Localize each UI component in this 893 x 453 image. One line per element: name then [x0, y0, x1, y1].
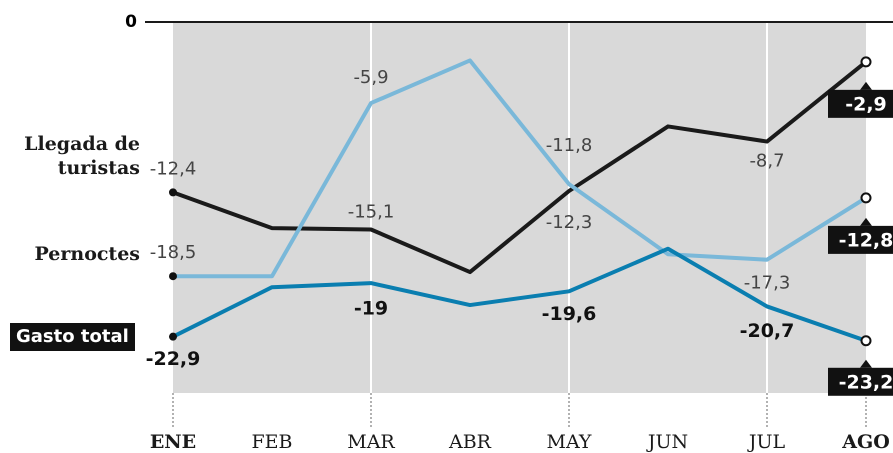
data-label: -22,9: [146, 348, 201, 370]
label-pointer: [860, 359, 872, 368]
data-label: -23,2: [839, 371, 893, 393]
series-line: [172, 246, 867, 343]
point: [860, 335, 872, 347]
data-label: -15,1: [348, 201, 395, 222]
data-label: -20,7: [740, 320, 795, 342]
series-line: [172, 60, 868, 275]
data-label: -12,8: [839, 229, 893, 251]
label-pointer: [860, 81, 872, 90]
x-tick-label: ENE: [150, 431, 196, 453]
data-label: -8,7: [749, 151, 784, 172]
data-label: -19: [354, 298, 388, 320]
data-label: -19,6: [542, 303, 597, 325]
x-tick-label: JUN: [646, 431, 688, 453]
point: [169, 272, 177, 281]
x-tick-label: JUL: [747, 431, 786, 453]
x-tick-label: ABR: [448, 431, 492, 453]
x-tick-label: MAR: [347, 431, 395, 453]
x-tick-label: FEB: [251, 431, 292, 453]
point: [860, 192, 872, 204]
series-label: Gasto total: [10, 323, 135, 351]
x-tick-label: MAY: [547, 431, 592, 453]
data-label: -2,9: [845, 93, 887, 115]
data-label: -17,3: [744, 273, 791, 294]
label-pointer: [860, 217, 872, 226]
point: [860, 56, 872, 68]
data-label: -12,3: [546, 212, 593, 233]
label-box: [828, 225, 893, 254]
point: [169, 332, 177, 341]
series-label: Pernoctes: [34, 243, 141, 265]
data-label: -11,8: [546, 135, 593, 156]
data-label: -5,9: [353, 67, 388, 88]
series-label: Llegada de turistas: [24, 133, 140, 179]
x-tick-label: AGO: [841, 431, 890, 453]
label-box: [828, 89, 893, 118]
point: [169, 188, 177, 197]
series-line: [173, 58, 868, 279]
data-label: -18,5: [150, 242, 197, 263]
y-tick-label: 0: [125, 12, 137, 32]
data-label: -12,4: [150, 158, 197, 179]
label-box: [828, 367, 893, 396]
plot-area: [173, 22, 866, 393]
